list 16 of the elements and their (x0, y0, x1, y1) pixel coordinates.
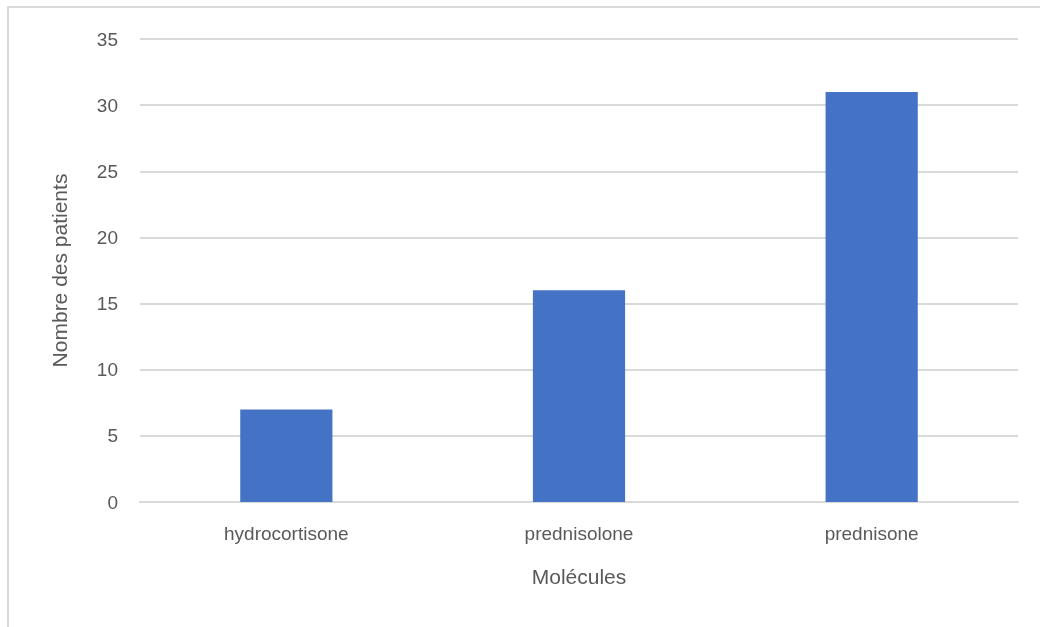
y-tick-label: 15 (96, 293, 118, 315)
y-tick-label: 5 (107, 425, 118, 447)
y-tick-label: 25 (96, 160, 118, 182)
y-tick-label: 35 (96, 28, 118, 50)
y-axis-title: Nombre des patients (48, 173, 71, 368)
y-tick-label: 10 (96, 359, 118, 381)
bar (240, 409, 333, 502)
y-tick-label: 20 (96, 226, 118, 248)
x-tick-label: prednisolone (524, 523, 634, 544)
y-tick-label: 30 (96, 94, 118, 116)
x-tick-label: prednisone (824, 523, 919, 544)
y-tick-label: 0 (107, 491, 118, 513)
bar (825, 91, 918, 502)
x-tick-label: hydrocortisone (224, 523, 349, 544)
x-axis-title: Molécules (531, 565, 627, 588)
bar (532, 290, 626, 502)
